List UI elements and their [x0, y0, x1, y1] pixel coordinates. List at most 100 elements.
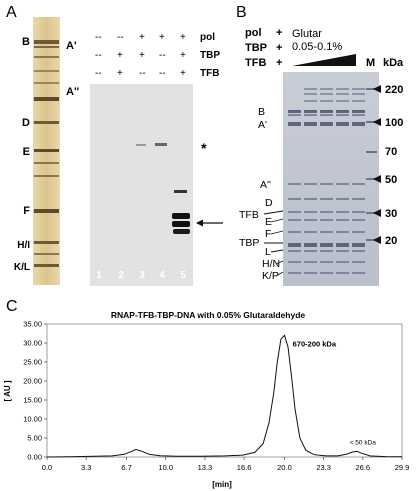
b-band-label-kp: K/P	[262, 270, 279, 282]
chromatogram-line	[46, 334, 403, 458]
silver-label-d: D	[22, 117, 30, 129]
cond-mark: --	[95, 32, 102, 43]
blot-band	[173, 229, 190, 234]
b-band-label-tbp: TBP	[239, 237, 259, 249]
b-band-label-f: F	[265, 228, 271, 240]
gel-band	[336, 231, 349, 233]
coomassie-gel	[283, 72, 379, 286]
silver-band	[34, 82, 59, 84]
chart-axes: 0.0 3.3 6.7 10.0 13.3 16.6 20.0 23.3 26.6 29.9 0.0…	[23, 320, 409, 473]
blot-band	[174, 190, 187, 193]
y-tick-label: 15.00	[23, 396, 42, 405]
gel-band	[352, 219, 365, 221]
x-tick-label: 29.9	[395, 463, 410, 472]
blot-band	[172, 221, 190, 227]
gel-band	[336, 122, 349, 126]
cond-mark: --	[139, 68, 146, 79]
chart-annotation: < 50 kDa	[350, 439, 377, 446]
x-tick-label: 16.6	[237, 463, 252, 472]
coomassie-bands	[288, 88, 377, 274]
gel-band	[320, 122, 333, 126]
gel-band	[352, 250, 365, 252]
chart-xlabel: [min]	[212, 480, 232, 489]
silver-label-b: B	[22, 36, 30, 48]
gel-band	[304, 183, 317, 185]
gel-band	[304, 198, 317, 200]
silver-band	[34, 175, 59, 177]
b-cond-mark: +	[276, 42, 282, 54]
gel-band	[304, 122, 317, 126]
panel-c-letter: C	[6, 298, 18, 315]
gel-band	[288, 122, 301, 126]
y-tick-label: 20.00	[23, 377, 42, 386]
silver-band	[34, 97, 59, 101]
gel-band	[320, 93, 333, 95]
gel-band	[304, 250, 317, 252]
x-tick-label: 13.3	[198, 463, 213, 472]
gel-band	[320, 250, 333, 252]
cond-row-label-tbp: TBP	[200, 50, 220, 61]
mw-tick-20: 20	[385, 235, 397, 247]
marker-band	[366, 121, 377, 123]
gel-band	[320, 243, 333, 247]
silver-band	[34, 162, 59, 164]
gel-band	[352, 100, 365, 102]
blot-asterisk: *	[201, 140, 207, 156]
cond-mark: +	[139, 50, 145, 61]
marker-band	[366, 212, 377, 214]
y-tick-label: 35.00	[23, 320, 42, 329]
mw-tick-70: 70	[385, 146, 397, 158]
chart-annotations: 670-200 kDa < 50 kDa	[293, 339, 377, 446]
silver-band	[34, 209, 59, 213]
silver-band	[34, 241, 59, 244]
gel-band	[352, 243, 365, 247]
b-cond-label-tfb: TFB	[245, 57, 266, 69]
x-tick-label: 20.0	[277, 463, 292, 472]
mw-arrow	[373, 175, 381, 183]
silver-band	[34, 253, 59, 255]
gel-band	[336, 114, 349, 116]
condition-grid: -- -- + + + pol -- + + -- + TBP -- + -- …	[95, 32, 220, 79]
mw-arrow	[373, 85, 381, 93]
glutar-gradient-wedge	[292, 54, 356, 66]
x-tick-label: 10.0	[158, 463, 173, 472]
gel-band	[320, 183, 333, 185]
cond-row-label-pol: pol	[200, 32, 215, 43]
y-tick-label: 0.00	[27, 453, 42, 462]
b-glutar-title: Glutar	[292, 28, 322, 40]
chart-plot-area	[46, 323, 403, 458]
silver-label-a-prime: A'	[66, 40, 77, 52]
marker-band	[366, 178, 377, 180]
cond-mark: --	[159, 68, 166, 79]
silver-label-hi: H/I	[17, 240, 30, 251]
gel-band	[288, 231, 301, 233]
gel-band	[336, 219, 349, 221]
b-cond-label-pol: pol	[245, 27, 262, 39]
gel-band	[336, 93, 349, 95]
gel-band	[288, 261, 301, 263]
silver-band	[34, 70, 59, 72]
y-tick-label: 30.00	[23, 339, 42, 348]
cond-row-label-tfb: TFB	[200, 68, 219, 79]
b-band-label-hn: H/N	[262, 258, 280, 270]
silver-label-f: F	[23, 205, 30, 217]
b-band-label-e: E	[265, 216, 272, 228]
gel-band	[336, 110, 349, 113]
y-tick-label: 5.00	[27, 434, 42, 443]
mw-arrow	[373, 118, 381, 126]
gel-band	[304, 88, 317, 90]
x-tick-label: 26.6	[356, 463, 371, 472]
gel-band	[288, 198, 301, 200]
gel-band	[336, 250, 349, 252]
silver-band	[34, 46, 59, 48]
chart-annotation: 670-200 kDa	[293, 339, 337, 348]
cond-mark: +	[180, 32, 186, 43]
silver-band	[34, 40, 59, 44]
gel-band	[288, 183, 301, 185]
b-band-label-tfb: TFB	[239, 209, 259, 221]
cond-mark: --	[95, 68, 102, 79]
gel-band	[352, 231, 365, 233]
gel-band	[352, 93, 365, 95]
gel-band	[352, 183, 365, 185]
silver-label-e: E	[23, 146, 30, 158]
